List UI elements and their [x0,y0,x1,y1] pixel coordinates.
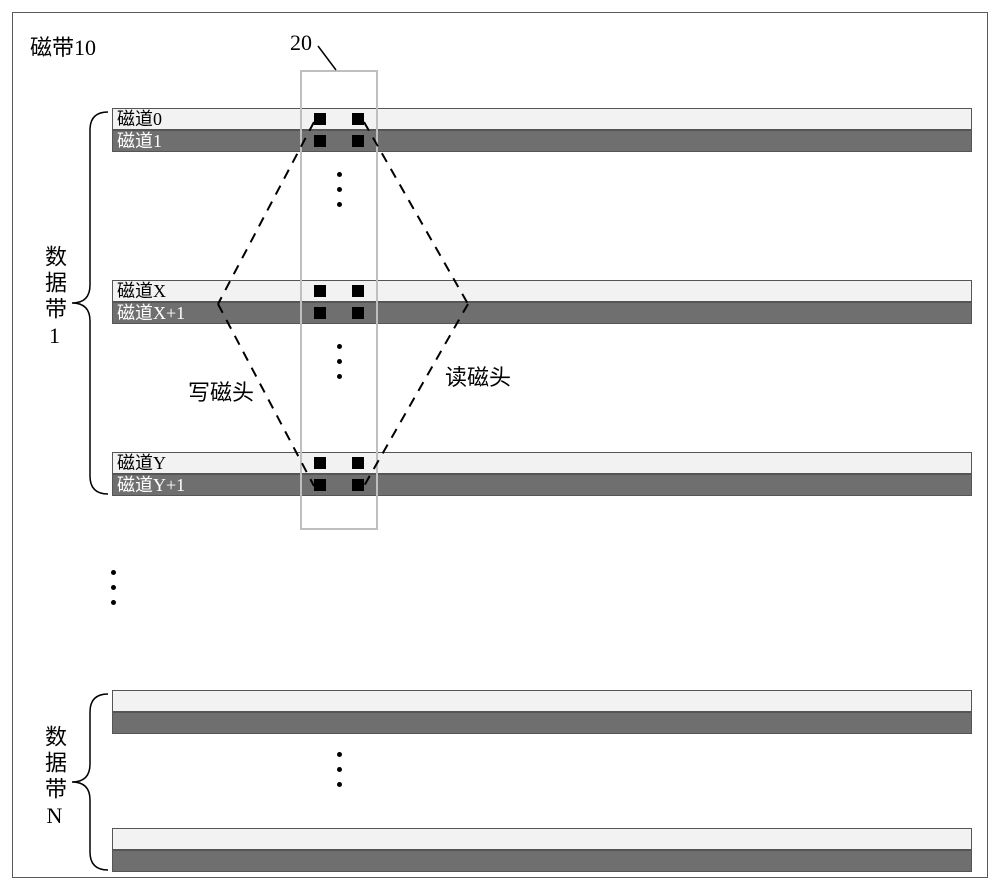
track-y: 磁道Y [112,452,972,474]
head-square [314,457,326,469]
head-square [314,307,326,319]
track-x: 磁道X [112,280,972,302]
vdots [336,344,342,379]
head-square [314,479,326,491]
bandn-track-b-top [112,828,972,850]
vdots [336,752,342,787]
databand-1-label: 数据带1 [38,245,70,352]
bandn-track-a-bot [112,712,972,734]
tape-title: 磁带10 [30,30,96,62]
head-square [352,307,364,319]
databand-n-label: 数据带N [38,725,70,832]
head-square [314,113,326,125]
head-square [352,285,364,297]
ref-20-label: 20 [290,30,312,56]
track-y1: 磁道Y+1 [112,474,972,496]
head-square [314,135,326,147]
vdots [110,570,116,605]
head-square [314,285,326,297]
write-head-label: 写磁头 [188,375,254,407]
bandn-track-a-top [112,690,972,712]
read-head-label: 读磁头 [445,360,511,392]
track-x1: 磁道X+1 [112,302,972,324]
head-square [352,135,364,147]
head-square [352,113,364,125]
track-0: 磁道0 [112,108,972,130]
bandn-track-b-bot [112,850,972,872]
diagram-canvas: 磁带10 20 写磁头 读磁头 数据带1 数据带N 磁道0 磁道1 磁道X 磁道… [0,0,1000,890]
head-square [352,479,364,491]
track-1: 磁道1 [112,130,972,152]
head-assembly-box [300,70,378,530]
vdots [336,172,342,207]
head-square [352,457,364,469]
